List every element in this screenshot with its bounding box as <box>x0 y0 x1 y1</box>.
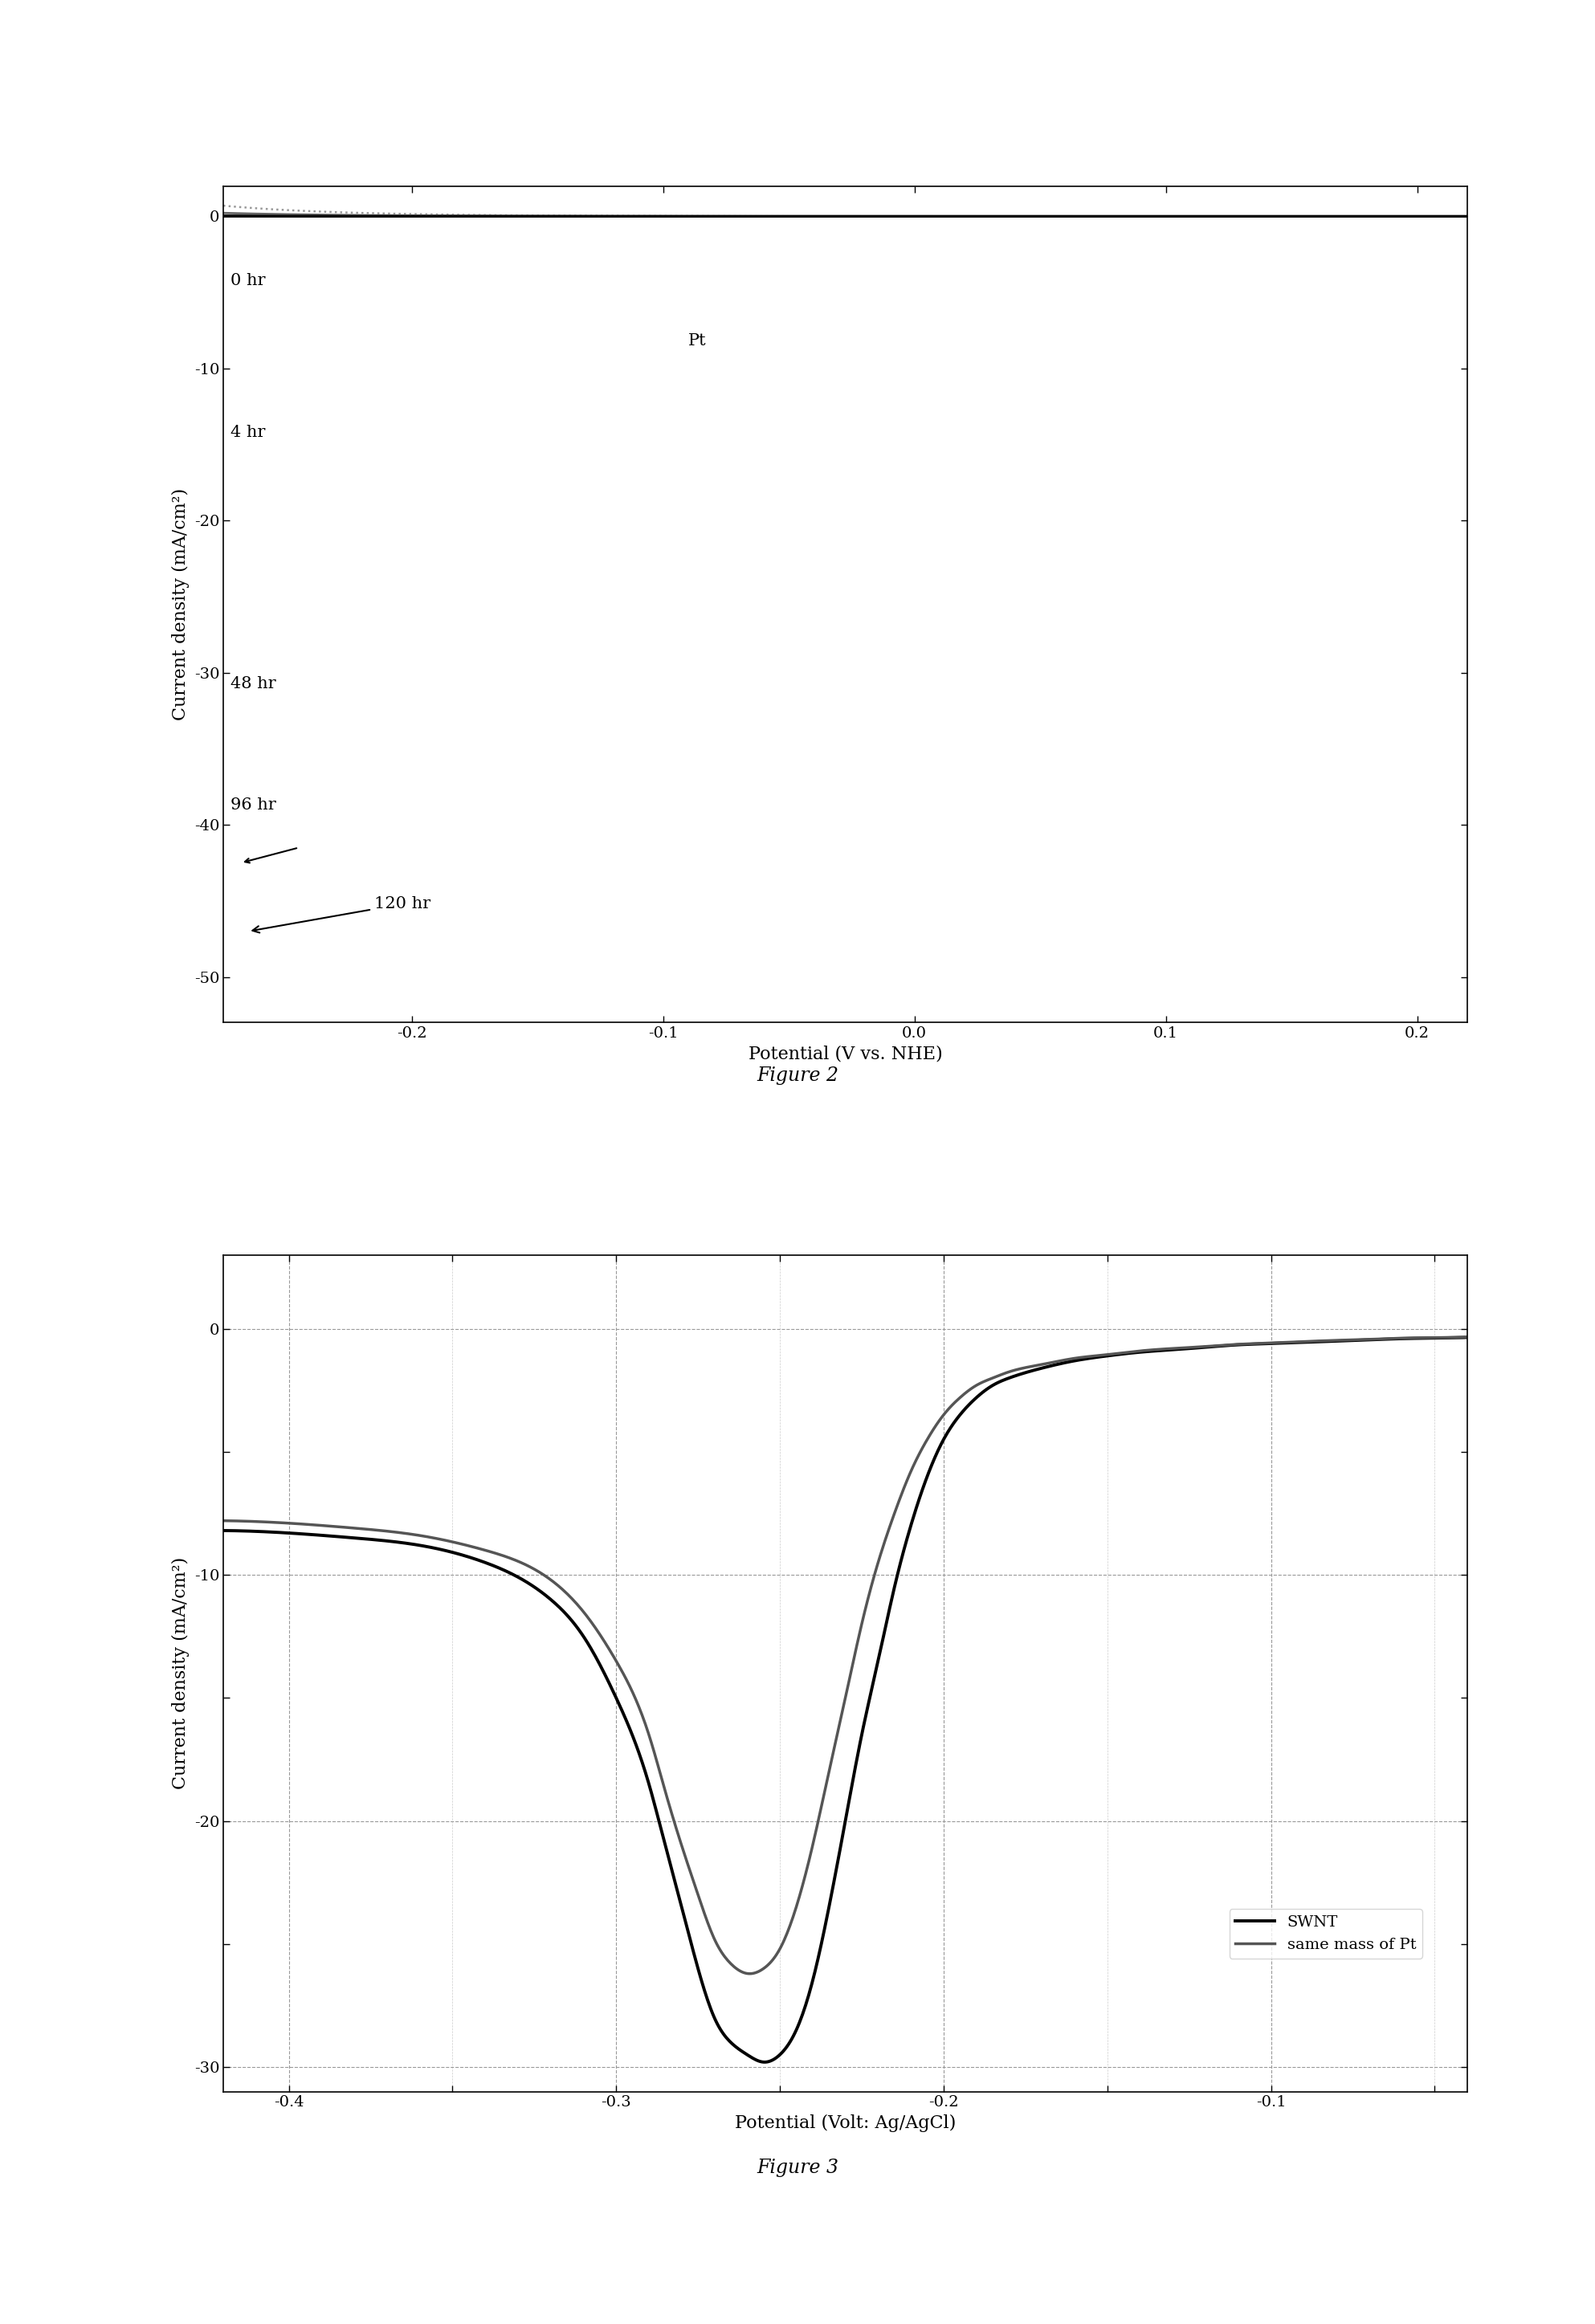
Text: 120 hr: 120 hr <box>252 897 431 932</box>
Text: Figure 3: Figure 3 <box>756 2159 839 2178</box>
Text: 4 hr: 4 hr <box>231 425 266 439</box>
same mass of Pt <box>970 1369 989 1397</box>
Text: Figure 2: Figure 2 <box>756 1067 839 1085</box>
SWNT <box>1287 1329 1306 1357</box>
Line: same mass of Pt: same mass of Pt <box>223 1336 1467 1973</box>
SWNT <box>938 1420 957 1448</box>
same mass of Pt <box>740 1959 759 1987</box>
X-axis label: Potential (Volt: Ag/AgCl): Potential (Volt: Ag/AgCl) <box>735 2115 955 2131</box>
same mass of Pt <box>1287 1327 1306 1355</box>
Text: 48 hr: 48 hr <box>231 676 276 690</box>
SWNT <box>1458 1322 1477 1350</box>
SWNT <box>1160 1336 1179 1364</box>
same mass of Pt <box>290 1511 309 1538</box>
Text: Pt: Pt <box>689 335 707 349</box>
same mass of Pt <box>1160 1334 1179 1362</box>
same mass of Pt <box>214 1506 233 1534</box>
X-axis label: Potential (V vs. NHE): Potential (V vs. NHE) <box>748 1046 943 1062</box>
same mass of Pt <box>1458 1322 1477 1350</box>
SWNT <box>214 1518 233 1545</box>
same mass of Pt <box>938 1397 957 1425</box>
Text: 0 hr: 0 hr <box>231 272 266 288</box>
Y-axis label: Current density (mA/cm²): Current density (mA/cm²) <box>172 488 190 720</box>
Legend: SWNT, same mass of Pt: SWNT, same mass of Pt <box>1230 1908 1423 1959</box>
SWNT <box>756 2047 775 2075</box>
SWNT <box>1008 1362 1027 1390</box>
SWNT <box>290 1520 309 1548</box>
Text: 96 hr: 96 hr <box>231 797 276 813</box>
Line: SWNT: SWNT <box>223 1336 1467 2061</box>
Y-axis label: Current density (mA/cm²): Current density (mA/cm²) <box>172 1557 190 1789</box>
same mass of Pt <box>1008 1355 1027 1383</box>
SWNT <box>970 1380 989 1408</box>
